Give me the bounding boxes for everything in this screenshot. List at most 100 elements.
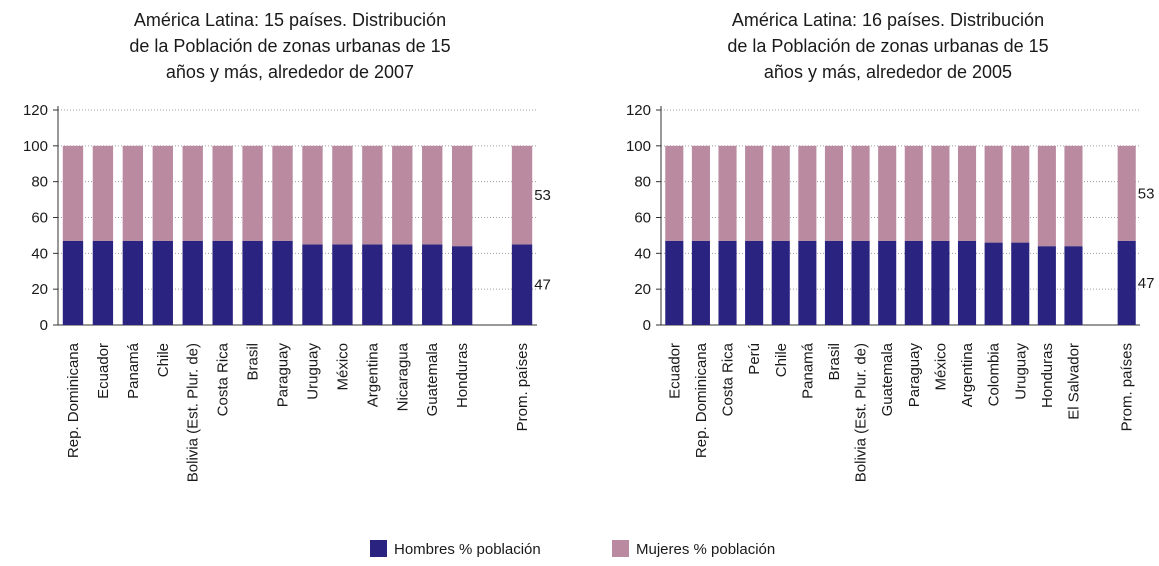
y-tick-label: 80	[634, 174, 651, 191]
x-category-label: Uruguay	[304, 343, 321, 400]
bar-hombres	[122, 240, 144, 325]
bar-hombres	[904, 240, 923, 325]
bar-mujeres	[904, 145, 923, 241]
bar-mujeres	[878, 145, 897, 241]
x-category-label: Panamá	[799, 342, 816, 399]
x-category-label: Prom. países	[1119, 343, 1136, 431]
bar-hombres	[451, 246, 473, 325]
bar-mujeres	[957, 145, 977, 241]
bar-hombres	[931, 240, 950, 325]
bar-hombres	[62, 240, 84, 325]
bar-mujeres	[451, 145, 473, 247]
y-tick-label: 20	[634, 281, 651, 298]
y-tick-label: 20	[31, 281, 48, 298]
x-category-label: Costa Rica	[215, 342, 232, 416]
bar-mujeres	[242, 145, 263, 241]
x-category-label: Ecuador	[666, 343, 683, 399]
chart-title-line: América Latina: 16 países. Distribución	[732, 10, 1044, 30]
legend-label: Mujeres % población	[636, 541, 775, 558]
bar-mujeres	[824, 145, 844, 241]
x-category-label: El Salvador	[1065, 343, 1082, 420]
x-category-label: México	[932, 343, 949, 391]
y-tick-label: 0	[40, 317, 48, 334]
bar-mujeres	[1064, 145, 1083, 247]
bar-hombres	[302, 244, 323, 325]
x-category-label: Bolivia (Est. Plur. de)	[185, 343, 202, 482]
bar-mujeres	[92, 145, 114, 241]
bar-mujeres	[392, 145, 413, 245]
bar-hombres	[242, 240, 263, 325]
legend-swatch	[612, 540, 629, 557]
bar-mujeres	[332, 145, 353, 245]
bar-mujeres	[152, 145, 173, 241]
bar-mujeres	[691, 145, 710, 241]
chart-title-line: de la Población de zonas urbanas de 15	[129, 36, 450, 56]
x-category-label: Perú	[746, 343, 763, 375]
y-tick-label: 40	[31, 245, 48, 262]
bar-hombres	[878, 240, 897, 325]
y-tick-label: 120	[23, 102, 48, 119]
data-label-mujeres: 53	[1138, 185, 1155, 202]
bar-mujeres	[511, 145, 533, 245]
x-category-label: Uruguay	[1012, 343, 1029, 400]
x-category-label: Panamá	[125, 342, 142, 399]
x-category-label: Ecuador	[95, 343, 112, 399]
bar-mujeres	[665, 145, 684, 241]
bar-hombres	[511, 244, 533, 325]
bar-hombres	[392, 244, 413, 325]
bar-hombres	[152, 240, 173, 325]
bar-hombres	[798, 240, 817, 325]
bar-hombres	[1011, 242, 1030, 325]
x-category-label: Guatemala	[879, 342, 896, 416]
bar-mujeres	[745, 145, 764, 241]
y-tick-label: 40	[634, 245, 651, 262]
x-category-label: Costa Rica	[720, 342, 737, 416]
bar-mujeres	[1011, 145, 1030, 243]
bar-mujeres	[212, 145, 233, 241]
chart-title-line: América Latina: 15 países. Distribución	[134, 10, 446, 30]
x-category-label: Honduras	[1039, 343, 1056, 408]
bar-hombres	[362, 244, 383, 325]
bar-hombres	[182, 240, 203, 325]
bar-mujeres	[718, 145, 737, 241]
bar-mujeres	[1117, 145, 1136, 241]
bar-hombres	[745, 240, 764, 325]
bar-hombres	[92, 240, 114, 325]
x-category-label: Prom. países	[514, 343, 531, 431]
x-category-label: Bolivia (Est. Plur. de)	[853, 343, 870, 482]
chart-title-line: años y más, alrededor de 2007	[166, 62, 414, 82]
bar-mujeres	[302, 145, 323, 245]
legend-swatch	[370, 540, 387, 557]
x-category-label: Argentina	[364, 342, 381, 407]
bar-mujeres	[771, 145, 790, 241]
y-tick-label: 100	[626, 138, 651, 155]
bar-mujeres	[422, 145, 443, 245]
x-category-label: Argentina	[959, 342, 976, 407]
bar-hombres	[1064, 246, 1083, 325]
y-tick-label: 60	[634, 210, 651, 227]
bar-mujeres	[798, 145, 817, 241]
x-category-label: Brasil	[826, 343, 843, 381]
bar-mujeres	[931, 145, 950, 241]
bar-hombres	[824, 240, 844, 325]
bar-hombres	[332, 244, 353, 325]
data-label-hombres: 47	[534, 277, 551, 294]
bar-hombres	[771, 240, 790, 325]
bar-hombres	[718, 240, 737, 325]
bar-mujeres	[182, 145, 203, 241]
x-category-label: Chile	[155, 343, 172, 377]
bar-hombres	[422, 244, 443, 325]
bar-hombres	[272, 240, 293, 325]
bar-hombres	[984, 242, 1003, 325]
bar-mujeres	[984, 145, 1003, 243]
data-label-mujeres: 53	[534, 187, 551, 204]
chart-2005: América Latina: 16 países. Distribución d…	[626, 10, 1154, 482]
bar-hombres	[1117, 240, 1136, 325]
x-category-label: Paraguay	[275, 343, 292, 408]
bar-hombres	[957, 240, 977, 325]
x-category-label: Honduras	[454, 343, 471, 408]
y-tick-label: 80	[31, 174, 48, 191]
y-tick-label: 100	[23, 138, 48, 155]
x-category-label: Brasil	[245, 343, 262, 381]
